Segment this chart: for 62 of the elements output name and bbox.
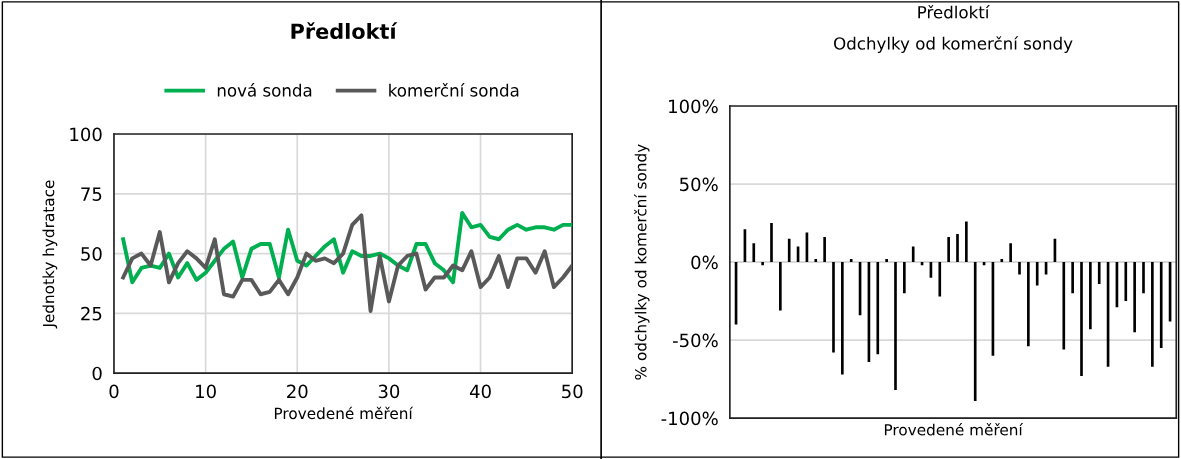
x-tick-label: 0 xyxy=(109,384,119,399)
x-tick-label: 50 xyxy=(562,384,583,399)
x-tick-label: 10 xyxy=(196,384,216,399)
y-tick-label: 100 xyxy=(70,127,102,142)
bar xyxy=(1124,262,1128,302)
bar xyxy=(761,262,764,266)
bar xyxy=(1000,258,1004,263)
bar xyxy=(832,262,835,353)
x-axis-title: Provedené měření xyxy=(274,406,414,420)
bar xyxy=(787,238,791,263)
chart-title: Předloktí xyxy=(291,22,398,40)
y-tick-label: 50 xyxy=(81,247,102,261)
bar xyxy=(973,262,977,401)
bar xyxy=(770,223,773,263)
y-axis-title: % odchylky od komerční sondy xyxy=(634,144,650,380)
bar xyxy=(956,234,959,263)
bar xyxy=(1097,262,1101,284)
y-axis-title: Jednotky hydratace xyxy=(42,180,58,329)
bar xyxy=(911,246,915,263)
bar xyxy=(1142,262,1145,294)
bar xyxy=(1133,262,1136,333)
bar xyxy=(752,243,756,263)
legend-label: komerční sonda xyxy=(389,83,519,97)
chart-subtitle: Odchylky od komerční sondy xyxy=(834,36,1073,53)
bar xyxy=(814,258,818,263)
line-series xyxy=(121,213,573,313)
x-tick-label: 20 xyxy=(287,384,308,399)
line-series xyxy=(121,210,573,285)
bar xyxy=(1071,262,1074,294)
bar xyxy=(947,237,950,263)
bar xyxy=(849,258,853,263)
bar xyxy=(1062,262,1066,350)
bar xyxy=(1080,262,1083,377)
bar xyxy=(965,221,968,263)
chart-title: Předloktí xyxy=(918,4,990,19)
y-tick-label: 0 xyxy=(92,366,102,381)
x-axis-title: Provedené měření xyxy=(884,423,1024,436)
bar xyxy=(1089,262,1092,330)
bar xyxy=(1159,262,1163,348)
y-tick-label: -50% xyxy=(672,333,718,348)
y-tick-label: 0% xyxy=(691,255,718,270)
y-tick-label: 50% xyxy=(680,177,718,192)
y-tick-label: 75 xyxy=(81,187,102,201)
bar xyxy=(1027,262,1030,347)
bar xyxy=(1009,243,1012,263)
bar xyxy=(1151,262,1154,367)
bar xyxy=(1035,262,1039,286)
bar xyxy=(894,262,897,391)
bar xyxy=(1018,262,1021,275)
legend-label: nová sonda xyxy=(217,83,312,97)
bar xyxy=(823,237,826,263)
bar xyxy=(876,262,880,355)
y-tick-label: 25 xyxy=(81,306,102,321)
bar xyxy=(903,262,906,294)
bar xyxy=(779,262,782,311)
x-tick-label: 30 xyxy=(378,384,400,399)
bar xyxy=(938,262,942,297)
x-tick-label: 40 xyxy=(469,384,491,399)
y-tick-label: 100% xyxy=(669,99,718,114)
bar xyxy=(885,258,888,263)
bar xyxy=(841,262,844,375)
y-tick-label: -100% xyxy=(661,411,718,426)
